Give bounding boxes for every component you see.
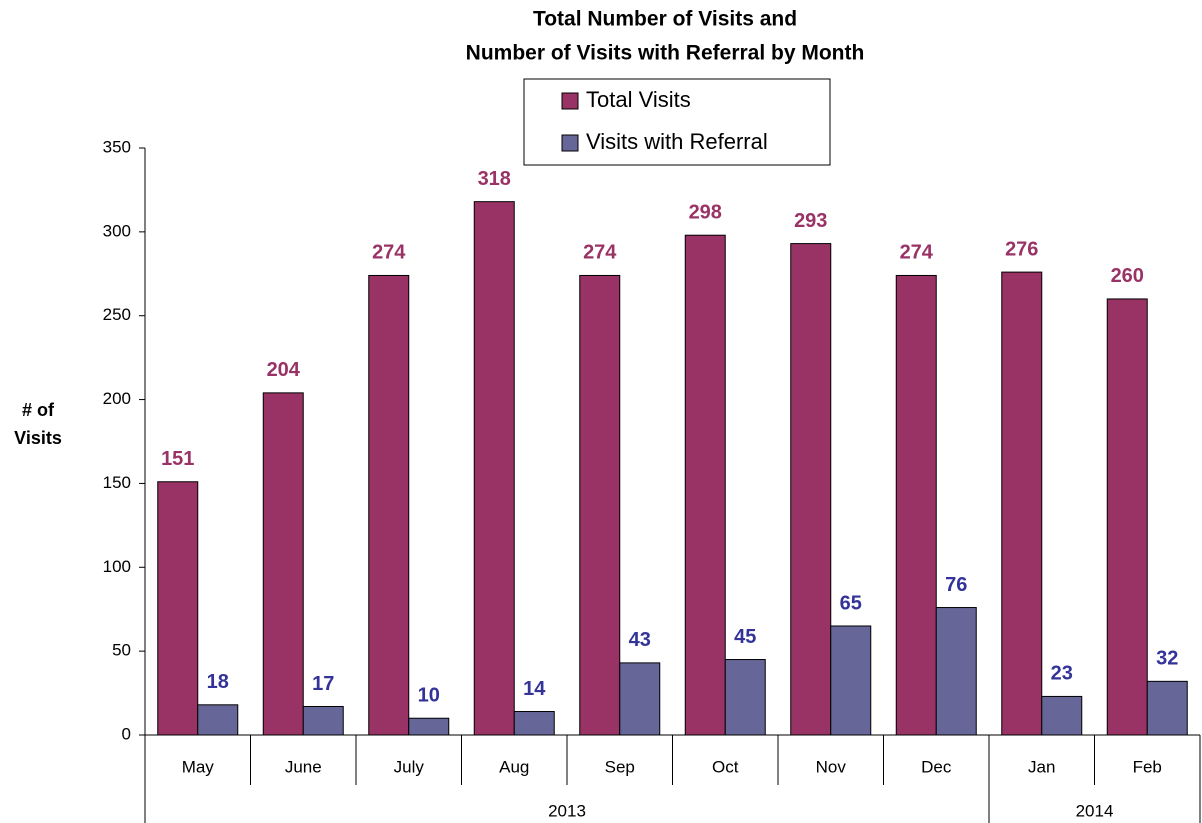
x-tick-label: Jan [1028, 757, 1055, 776]
bar [262, 392, 304, 736]
bar [473, 201, 515, 736]
x-group-label: 2014 [1076, 801, 1114, 820]
data-label: 18 [207, 671, 229, 693]
legend-label: Total Visits [586, 87, 691, 112]
data-label: 274 [900, 242, 934, 264]
bar [1001, 271, 1043, 736]
y-tick-label: 300 [103, 221, 131, 240]
y-tick-label: 50 [112, 641, 131, 660]
bar [368, 274, 410, 736]
x-tick-label: Aug [499, 757, 529, 776]
bar [1041, 695, 1083, 736]
y-tick-label: 150 [103, 473, 131, 492]
legend-label: Visits with Referral [586, 129, 768, 154]
bar [935, 607, 977, 736]
data-label: 260 [1111, 265, 1144, 287]
data-label: 43 [629, 629, 651, 651]
y-tick-label: 100 [103, 557, 131, 576]
bar [513, 711, 555, 736]
bar [157, 481, 199, 736]
chart-title: Number of Visits with Referral by Month [466, 42, 865, 65]
bar [724, 659, 766, 736]
data-label: 10 [418, 685, 440, 707]
data-label: 204 [267, 359, 301, 381]
data-label: 274 [583, 242, 617, 264]
data-label: 76 [945, 574, 967, 596]
y-tick-label: 250 [103, 305, 131, 324]
bar [302, 705, 344, 736]
data-label: 65 [840, 592, 862, 614]
bar [790, 243, 832, 736]
y-tick-label: 200 [103, 389, 131, 408]
x-tick-label: Dec [921, 757, 952, 776]
data-label: 23 [1051, 663, 1073, 685]
data-label: 293 [794, 210, 827, 232]
bar [197, 704, 239, 736]
y-axis-label: # of [22, 400, 55, 420]
chart-title: Total Number of Visits and [533, 8, 797, 31]
bar [579, 274, 621, 736]
data-label: 276 [1005, 238, 1038, 260]
data-label: 318 [478, 168, 511, 190]
x-group-label: 2013 [548, 801, 586, 820]
data-label: 274 [372, 242, 406, 264]
x-tick-label: July [394, 757, 425, 776]
data-label: 32 [1156, 648, 1178, 670]
data-label: 151 [161, 448, 194, 470]
data-label: 14 [523, 678, 546, 700]
x-tick-label: June [285, 757, 322, 776]
bar [619, 662, 661, 736]
legend-swatch [561, 92, 579, 110]
bar [830, 625, 872, 736]
data-label: 298 [689, 201, 722, 223]
y-tick-label: 350 [103, 137, 131, 156]
x-tick-label: Oct [712, 757, 739, 776]
y-tick-label: 0 [122, 724, 131, 743]
legend-swatch [561, 134, 579, 152]
x-tick-label: Feb [1133, 757, 1162, 776]
data-label: 17 [312, 673, 334, 695]
x-tick-label: May [182, 757, 215, 776]
data-label: 45 [734, 626, 756, 648]
bar [1106, 298, 1148, 736]
x-tick-label: Sep [605, 757, 635, 776]
bar [684, 234, 726, 736]
bar [1146, 680, 1188, 736]
x-tick-label: Nov [816, 757, 847, 776]
bar [408, 717, 450, 736]
bar [895, 274, 937, 736]
y-axis-label: Visits [14, 428, 62, 448]
